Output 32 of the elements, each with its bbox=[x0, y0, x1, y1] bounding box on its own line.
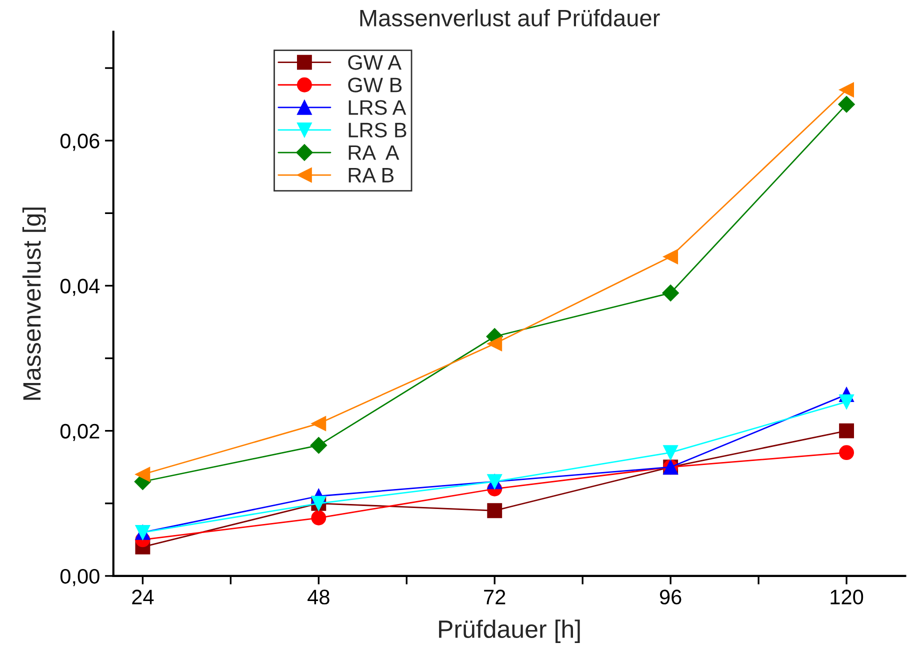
chart-title: Massenverlust auf Prüfdauer bbox=[360, 9, 660, 26]
point bbox=[663, 249, 678, 264]
y-tick-label: 0,06 bbox=[60, 134, 100, 151]
point bbox=[663, 445, 678, 460]
point bbox=[662, 284, 679, 302]
legend-label: LRS A bbox=[348, 100, 406, 115]
y-tick-label: 0,02 bbox=[60, 424, 100, 442]
legend-label: GW A bbox=[348, 55, 402, 70]
point bbox=[310, 436, 328, 454]
y-tick-label: 0,04 bbox=[60, 278, 100, 296]
legend-label: GW B bbox=[348, 78, 402, 92]
point bbox=[839, 445, 854, 460]
x-tick-label: 24 bbox=[132, 590, 154, 604]
point bbox=[487, 336, 502, 352]
point bbox=[839, 394, 854, 410]
point bbox=[487, 503, 502, 518]
legend-label: LRS B bbox=[348, 122, 406, 138]
x-tick-label: 120 bbox=[830, 590, 864, 604]
x-axis-title: Prüfdauer [h] bbox=[439, 620, 580, 643]
point bbox=[838, 96, 855, 113]
legend-label: RA B bbox=[348, 168, 394, 182]
point bbox=[311, 416, 326, 432]
point bbox=[839, 423, 854, 438]
x-tick-label: 48 bbox=[308, 590, 330, 604]
x-tick-label: 96 bbox=[660, 590, 682, 604]
point bbox=[135, 466, 150, 482]
point bbox=[839, 82, 854, 98]
legend-label: RA A bbox=[348, 145, 400, 160]
y-tick-label: 0,00 bbox=[60, 568, 100, 586]
x-tick-label: 72 bbox=[484, 590, 506, 604]
point bbox=[311, 510, 326, 526]
y-axis-title: Massenverlust [g] bbox=[22, 208, 46, 400]
